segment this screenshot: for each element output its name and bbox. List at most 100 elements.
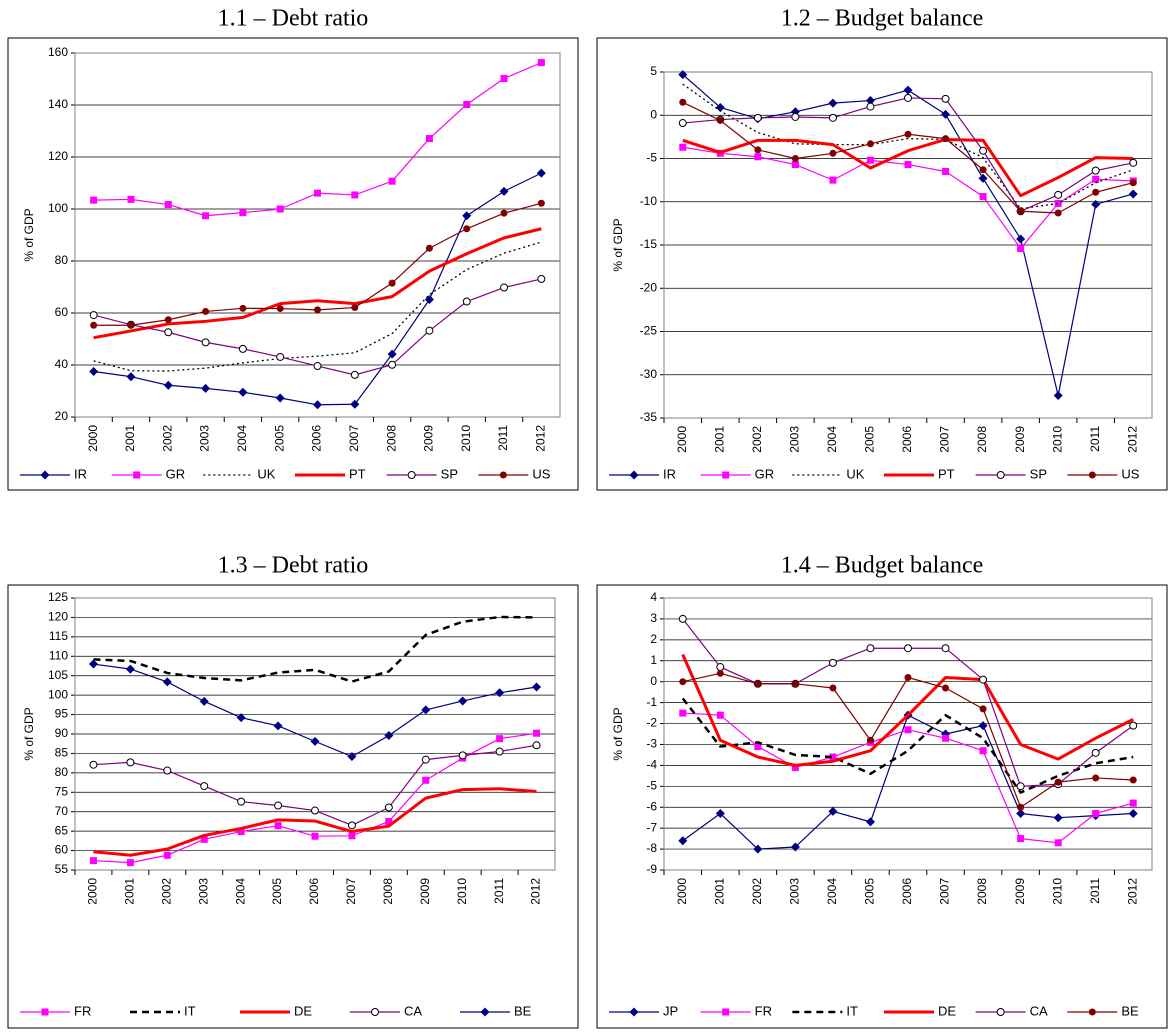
series-line — [682, 714, 1134, 850]
marker — [238, 387, 248, 397]
marker — [496, 735, 504, 743]
x-tick-label: 2000 — [86, 425, 100, 452]
x-tick-label: 2010 — [1050, 426, 1064, 453]
y-tick-label: -5 — [646, 778, 657, 792]
marker — [904, 161, 912, 169]
marker — [236, 713, 246, 723]
marker — [1054, 778, 1062, 786]
marker — [239, 304, 247, 312]
series-line — [93, 787, 537, 857]
marker — [237, 828, 245, 836]
marker — [499, 186, 509, 196]
marker — [679, 143, 687, 151]
x-tick-label: 2000 — [675, 878, 689, 905]
marker — [463, 100, 471, 108]
chart-panel: 1.1 – Debt ratio 20 40 60 80 100 120 140 160 % of… — [7, 6, 579, 491]
y-tick-label: 120 — [48, 610, 68, 624]
series-line — [93, 732, 537, 864]
marker — [90, 321, 98, 329]
marker — [1129, 158, 1138, 167]
marker — [164, 328, 173, 337]
marker — [311, 806, 319, 815]
series-line — [93, 615, 537, 683]
marker — [1128, 809, 1138, 819]
marker — [462, 211, 472, 221]
chart-title: 1.4 – Budget balance — [781, 553, 984, 579]
x-tick-label: 2002 — [750, 426, 764, 453]
marker — [791, 112, 800, 121]
legend-marker — [40, 470, 50, 480]
series-line — [681, 697, 1134, 794]
legend-label: BE — [514, 1003, 532, 1018]
marker — [463, 225, 471, 233]
y-tick-label: 125 — [48, 590, 68, 604]
marker — [979, 705, 987, 713]
legend-label: DE — [938, 1003, 956, 1018]
marker — [753, 113, 762, 122]
marker — [537, 274, 546, 283]
x-tick-label: 2002 — [159, 878, 173, 905]
marker — [716, 116, 724, 124]
series-line — [682, 137, 1134, 198]
x-tick-label: 2008 — [381, 878, 395, 905]
x-tick-label: 2009 — [1013, 426, 1027, 453]
marker — [127, 321, 135, 329]
marker — [385, 817, 393, 825]
marker — [89, 857, 97, 865]
legend-label: UK — [257, 466, 275, 481]
y-axis-label: % of GDP — [611, 218, 625, 271]
marker — [348, 832, 356, 840]
legend-label: GR — [166, 466, 186, 481]
marker — [716, 711, 724, 719]
x-tick-label: 2006 — [310, 425, 324, 452]
marker — [1092, 188, 1100, 196]
y-tick-label: 3 — [650, 611, 657, 625]
marker — [425, 326, 434, 335]
y-tick-label: 65 — [55, 823, 69, 837]
marker — [388, 177, 396, 185]
x-tick-label: 2003 — [196, 878, 210, 905]
x-tick-label: 2008 — [975, 878, 989, 905]
x-tick-label: 2000 — [675, 426, 689, 453]
panel-border — [596, 37, 1168, 491]
marker — [1053, 391, 1063, 401]
legend-marker — [629, 1007, 639, 1017]
x-tick-label: 2002 — [750, 878, 764, 905]
legend-marker — [722, 471, 730, 479]
legend-label: US — [1121, 466, 1139, 481]
legend-marker — [1088, 471, 1096, 479]
marker — [200, 782, 209, 791]
marker — [1016, 782, 1025, 791]
marker — [904, 674, 912, 682]
x-tick-label: 2011 — [492, 878, 506, 904]
y-tick-label: -5 — [646, 151, 657, 165]
marker — [314, 306, 321, 314]
marker — [90, 196, 98, 204]
marker — [1054, 199, 1062, 207]
marker — [753, 844, 763, 854]
marker — [384, 803, 393, 812]
legend-label: DE — [294, 1003, 312, 1018]
series-line — [682, 101, 1134, 214]
marker — [1017, 803, 1025, 811]
marker — [829, 753, 837, 761]
marker — [1016, 234, 1026, 244]
legend-label: GR — [755, 466, 775, 481]
marker — [1091, 748, 1100, 757]
series-line — [93, 227, 542, 340]
marker — [347, 752, 357, 762]
chart-panel: 1.4 – Budget balance -9 -8 -7 -6 -5 -4 -3 -2 -1 0 1… — [596, 553, 1168, 1029]
y-tick-label: 1 — [650, 653, 657, 667]
y-tick-label: 95 — [55, 707, 69, 721]
marker — [942, 167, 950, 175]
marker — [537, 199, 545, 207]
y-tick-label: 55 — [55, 862, 69, 876]
marker — [274, 801, 283, 810]
y-tick-label: -35 — [640, 410, 658, 424]
x-tick-label: 2012 — [529, 878, 543, 905]
x-tick-label: 2005 — [270, 878, 284, 905]
legend-marker — [371, 1008, 379, 1016]
marker — [941, 109, 951, 119]
series-line — [682, 74, 1134, 397]
y-tick-label: 80 — [55, 253, 69, 267]
